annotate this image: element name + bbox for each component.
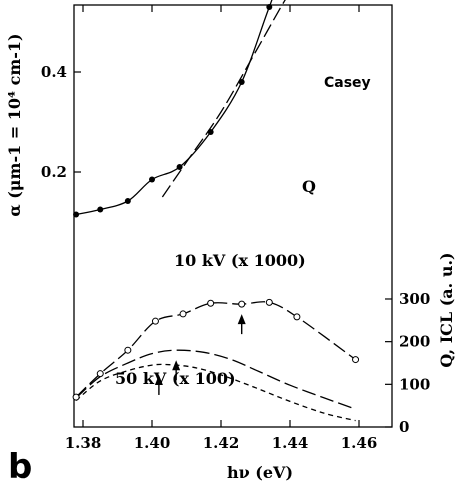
panel-label: b xyxy=(8,447,32,487)
x-tick-label: 1.40 xyxy=(134,434,171,452)
q-label: Q xyxy=(302,177,316,196)
alpha-data-point xyxy=(238,79,245,85)
q-data-point xyxy=(238,300,246,308)
tick-layer: 1.381.401.421.441.460.20.40.60.801002003… xyxy=(41,5,430,452)
x-tick-label: 1.44 xyxy=(272,434,309,452)
alpha-data-point xyxy=(97,206,104,213)
alpha-data-point xyxy=(176,164,183,170)
q-data-point xyxy=(151,317,159,325)
alpha-data-point xyxy=(124,198,131,204)
10kv-label: 10 kV (x 1000) xyxy=(174,251,306,270)
right-tick-label: 100 xyxy=(399,375,430,393)
marker-layer xyxy=(72,4,360,401)
series-layer xyxy=(75,0,356,422)
right-tick-label: 300 xyxy=(399,290,430,308)
peak-arrow-head-Q xyxy=(237,314,246,325)
alpha-data-point xyxy=(149,176,155,183)
series-line-Q xyxy=(75,301,356,398)
q-data-point xyxy=(352,356,360,364)
alpha-data-point xyxy=(73,211,80,218)
peak-arrow-head-50kV xyxy=(154,374,163,385)
q-data-point xyxy=(72,393,80,401)
x-tick-label: 1.42 xyxy=(203,434,240,452)
q-data-point xyxy=(293,313,301,321)
left-axis-label: α (μm-1 = 10⁴ cm-1) xyxy=(5,33,24,216)
series-line-10kV xyxy=(75,349,356,410)
casey-label: Casey xyxy=(324,75,371,91)
left-tick-label: 0.4 xyxy=(41,63,67,81)
x-tick-label: 1.46 xyxy=(341,434,378,452)
right-tick-label: 200 xyxy=(399,333,430,351)
alpha-data-point xyxy=(266,4,273,10)
q-data-point xyxy=(124,346,132,354)
right-tick-label: 0 xyxy=(399,418,409,436)
q-data-point xyxy=(179,310,187,318)
x-axis-label: hν (eV) xyxy=(227,463,293,482)
alpha-data-point xyxy=(207,129,214,135)
plot-frame xyxy=(73,4,393,428)
series-line-alpha xyxy=(75,0,273,216)
peak-arrow-head-10kV xyxy=(172,360,181,371)
q-data-point xyxy=(265,298,273,306)
peak-arrow-layer xyxy=(154,314,246,395)
q-data-point xyxy=(207,299,215,307)
right-axis-label: Q, ICL (a. u.) xyxy=(437,252,456,367)
x-tick-label: 1.38 xyxy=(65,434,102,452)
left-tick-label: 0.2 xyxy=(41,163,67,181)
series-line-casey xyxy=(161,0,286,198)
q-data-point xyxy=(96,370,104,378)
series-line-50kV xyxy=(75,363,356,422)
50kv-label: 50 kV (x 100) xyxy=(115,369,236,388)
